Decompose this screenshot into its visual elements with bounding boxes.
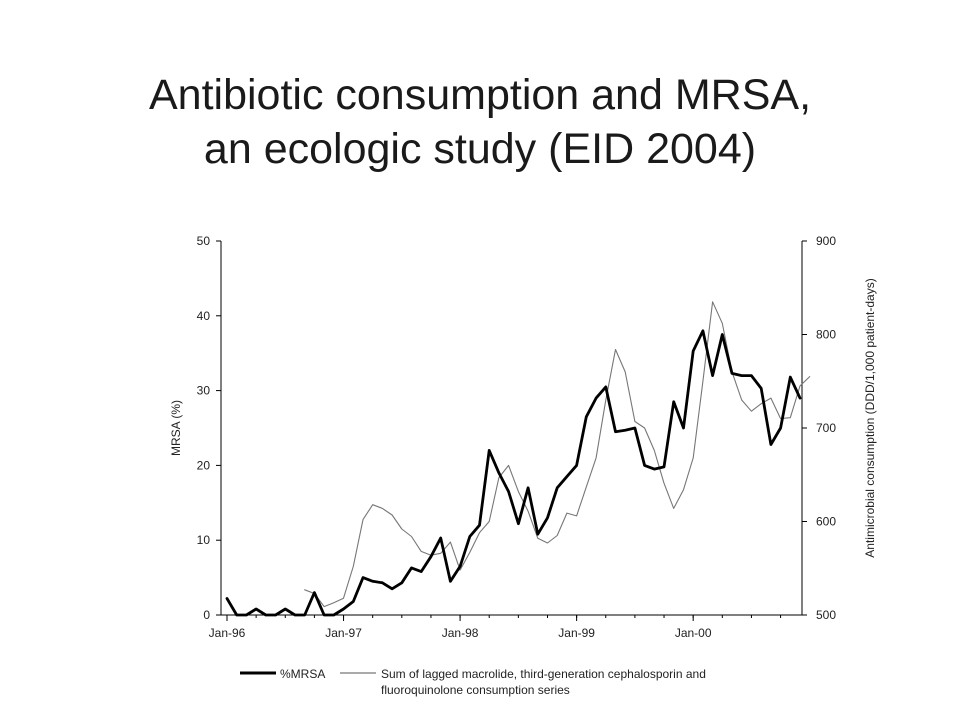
x-tick-label: Jan-96 (209, 626, 246, 640)
legend-label-consumption-line-2: fluoroquinolone consumption series (381, 683, 570, 697)
y-tick-label: 40 (197, 309, 211, 323)
slide-title-line-1: Antibiotic consumption and MRSA, (148, 71, 812, 119)
legend-label-consumption-line-1: Sum of lagged macrolide, third-generatio… (381, 667, 706, 681)
series-line-consumption (304, 301, 811, 608)
y-tick-label: 30 (197, 384, 211, 398)
slide-title: Antibiotic consumption and MRSA, an ecol… (0, 68, 960, 176)
y2-tick-label: 700 (816, 421, 836, 435)
y-tick-label: 50 (197, 234, 211, 248)
y-axis-title: MRSA (%) (169, 400, 183, 456)
slide-title-line-2: an ecologic study (EID 2004) (203, 125, 757, 173)
x-tick-label: Jan-99 (558, 626, 595, 640)
y-tick-label: 10 (197, 533, 211, 547)
y2-tick-label: 600 (816, 515, 836, 529)
y2-tick-label: 800 (816, 328, 836, 342)
y2-tick-label: 900 (816, 234, 836, 248)
chart-legend: %MRSA Sum of lagged macrolide, third-gen… (240, 667, 706, 697)
x-tick-label: Jan-98 (442, 626, 479, 640)
series-line-mrsa (225, 329, 802, 617)
chart-axes: 0 10 20 30 40 50 500 600 700 800 900 Jan-96 Jan-97 Ja… (197, 234, 837, 640)
y2-tick-label: 500 (816, 608, 836, 622)
legend-label-mrsa: %MRSA (280, 667, 325, 681)
y2-axis-title: Antimicrobial consumption (DDD/1,000 pat… (863, 278, 877, 557)
y-tick-label: 0 (203, 608, 210, 622)
x-tick-label: Jan-97 (325, 626, 362, 640)
chart-series-layer (225, 301, 811, 617)
x-tick-label: Jan-00 (675, 626, 712, 640)
y-tick-label: 20 (197, 458, 211, 472)
